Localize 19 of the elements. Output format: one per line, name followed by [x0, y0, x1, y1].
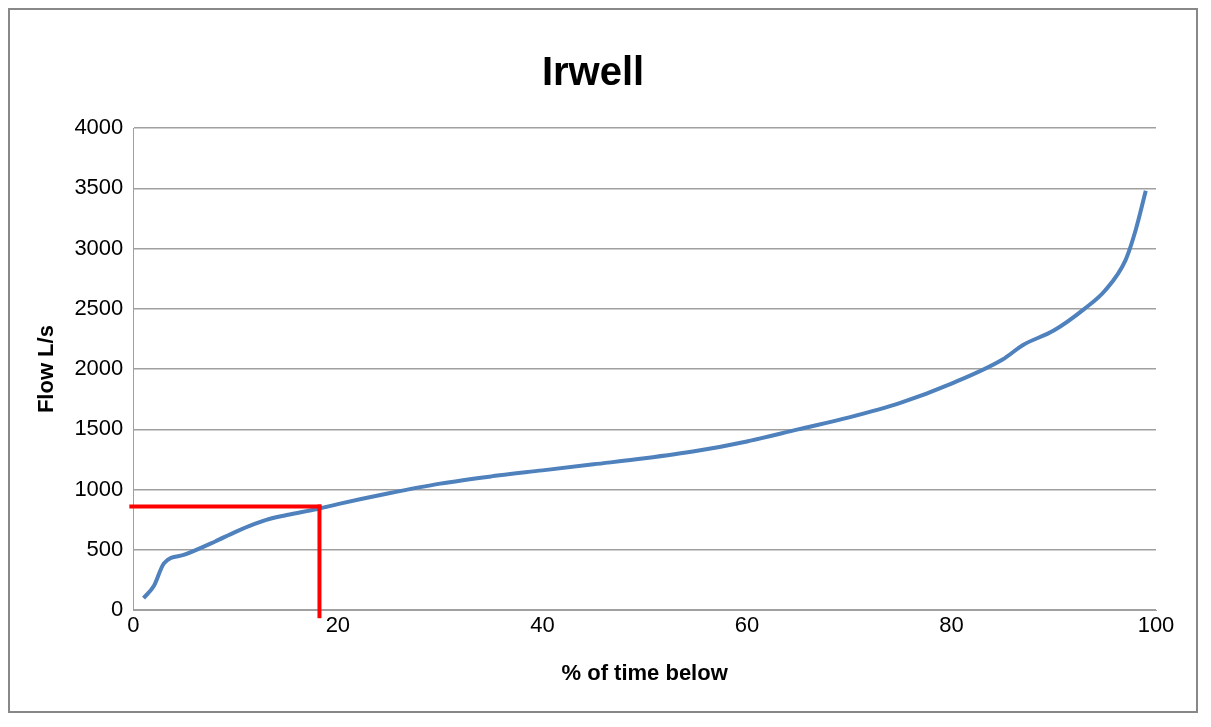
y-tick-label: 2500 [74, 294, 124, 320]
y-axis-title: Flow L/s [33, 325, 59, 414]
chart-title: Irwell [541, 49, 645, 94]
x-tick-label: 0 [127, 612, 140, 638]
y-tick-label: 1500 [74, 415, 124, 441]
x-tick-label: 20 [325, 612, 351, 638]
x-tick-label: 100 [1137, 612, 1175, 638]
x-axis-title: % of time below [561, 659, 729, 685]
x-tick-label: 40 [530, 612, 555, 638]
y-tick-label: 500 [86, 535, 124, 561]
x-tick-label: 80 [939, 612, 964, 638]
y-tick-label: 2000 [74, 355, 124, 381]
y-tick-label: 3000 [74, 234, 124, 260]
x-tick-label: 60 [734, 612, 760, 638]
y-tick-label: 0 [111, 596, 124, 622]
y-tick-label: 3500 [74, 174, 124, 200]
line-series [141, 188, 1148, 601]
y-tick-label: 4000 [74, 114, 124, 140]
y-tick-label: 1000 [74, 475, 124, 501]
